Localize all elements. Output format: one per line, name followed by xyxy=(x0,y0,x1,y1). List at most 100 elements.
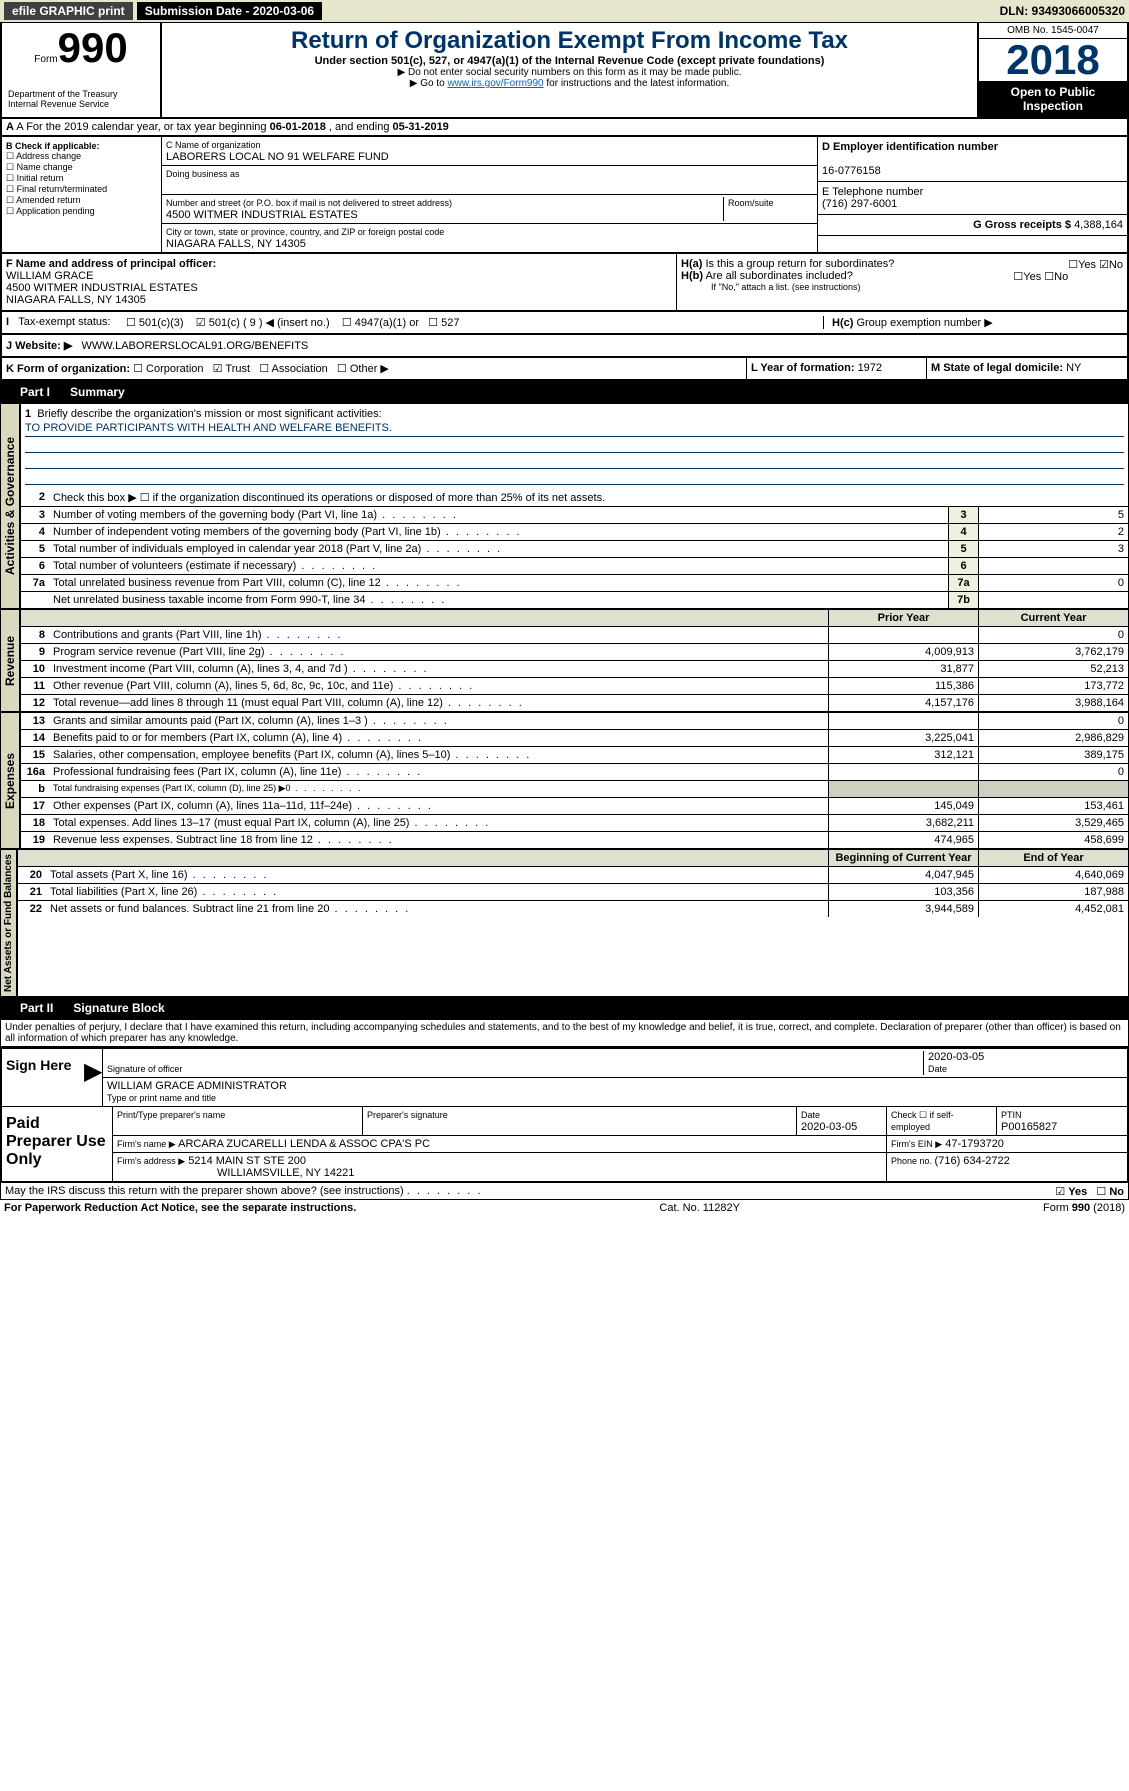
exp-line: 17Other expenses (Part IX, column (A), l… xyxy=(21,798,1128,815)
main-info-grid: B Check if applicable: ☐ Address change … xyxy=(0,137,1129,254)
cb-name[interactable]: ☐ Name change xyxy=(6,162,73,172)
sign-arrow-icon: ▶ xyxy=(82,1049,102,1106)
rev-line: 8Contributions and grants (Part VIII, li… xyxy=(21,627,1128,644)
netassets-section: Net Assets or Fund Balances Beginning of… xyxy=(0,849,1129,997)
rev-line: 9Program service revenue (Part VIII, lin… xyxy=(21,644,1128,661)
part1-header: Part ISummary xyxy=(0,381,1129,403)
box-f: F Name and address of principal officer:… xyxy=(2,254,677,310)
paid-label: Paid Preparer Use Only xyxy=(2,1107,112,1181)
footer: For Paperwork Reduction Act Notice, see … xyxy=(0,1200,1129,1216)
expenses-section: Expenses 13Grants and similar amounts pa… xyxy=(0,712,1129,849)
website-url[interactable]: WWW.LABORERSLOCAL91.ORG/BENEFITS xyxy=(82,340,309,352)
dln: DLN: 93493066005320 xyxy=(1000,4,1125,18)
addr-label: Number and street (or P.O. box if mail i… xyxy=(166,198,452,208)
irs-link[interactable]: www.irs.gov/Form990 xyxy=(447,78,543,89)
rev-line: 11Other revenue (Part VIII, column (A), … xyxy=(21,678,1128,695)
open-public: Open to Public Inspection xyxy=(979,81,1127,117)
gov-line: 7aTotal unrelated business revenue from … xyxy=(21,575,1128,592)
exp-line: 15Salaries, other compensation, employee… xyxy=(21,747,1128,764)
exp-line: 13Grants and similar amounts paid (Part … xyxy=(21,713,1128,730)
subtitle-2: ▶ Do not enter social security numbers o… xyxy=(166,67,973,78)
gov-line: 4Number of independent voting members of… xyxy=(21,524,1128,541)
ein: 16-0776158 xyxy=(822,165,881,177)
column-d: D Employer identification number 16-0776… xyxy=(817,137,1127,252)
gov-line: 6Total number of volunteers (estimate if… xyxy=(21,558,1128,575)
exp-line: 16aProfessional fundraising fees (Part I… xyxy=(21,764,1128,781)
header-right: OMB No. 1545-0047 2018 Open to Public In… xyxy=(977,23,1127,117)
part2-header: Part IISignature Block xyxy=(0,997,1129,1019)
telephone: (716) 297-6001 xyxy=(822,198,897,210)
governance-label: Activities & Governance xyxy=(0,403,20,609)
row-a: A A For the 2019 calendar year, or tax y… xyxy=(0,119,1129,137)
cb-address[interactable]: ☐ Address change xyxy=(6,151,81,161)
revenue-label: Revenue xyxy=(0,609,20,712)
netassets-label: Net Assets or Fund Balances xyxy=(0,849,17,997)
discuss-row: May the IRS discuss this return with the… xyxy=(0,1183,1129,1200)
room-label: Room/suite xyxy=(728,198,774,208)
subtitle-3: ▶ Go to www.irs.gov/Form990 for instruct… xyxy=(166,78,973,89)
cb-initial[interactable]: ☐ Initial return xyxy=(6,173,64,183)
cb-final[interactable]: ☐ Final return/terminated xyxy=(6,184,107,194)
org-name: LABORERS LOCAL NO 91 WELFARE FUND xyxy=(166,151,389,163)
firm-name: ARCARA ZUCARELLI LENDA & ASSOC CPA'S PC xyxy=(178,1138,430,1150)
tax-status-row: I Tax-exempt status: ☐ 501(c)(3) ☑ 501(c… xyxy=(0,312,1129,335)
submission-date: Submission Date - 2020-03-06 xyxy=(137,2,322,20)
header-center: Return of Organization Exempt From Incom… xyxy=(162,23,977,117)
tel-label: E Telephone number xyxy=(822,186,923,198)
footer-left: For Paperwork Reduction Act Notice, see … xyxy=(4,1202,356,1214)
revenue-section: Revenue Prior YearCurrent Year 8Contribu… xyxy=(0,609,1129,712)
cb-amended[interactable]: ☐ Amended return xyxy=(6,195,81,205)
ein-label: D Employer identification number xyxy=(822,141,998,153)
footer-right: Form 990 (2018) xyxy=(1043,1202,1125,1214)
box-m: M State of legal domicile: NY xyxy=(927,358,1127,379)
exp-line: 18Total expenses. Add lines 13–17 (must … xyxy=(21,815,1128,832)
name-label: C Name of organization xyxy=(166,140,261,150)
officer-print-name: WILLIAM GRACE ADMINISTRATOR xyxy=(107,1080,287,1092)
klm-row: K Form of organization: ☐ Corporation ☑ … xyxy=(0,358,1129,381)
signature-section: Sign Here ▶ Signature of officer 2020-03… xyxy=(0,1047,1129,1183)
dba-label: Doing business as xyxy=(166,169,240,179)
gross-label: G Gross receipts $ xyxy=(973,219,1074,231)
sign-here-label: Sign Here xyxy=(2,1049,82,1106)
top-bar: efile GRAPHIC print Submission Date - 20… xyxy=(0,0,1129,23)
mission-text: TO PROVIDE PARTICIPANTS WITH HEALTH AND … xyxy=(25,420,1124,437)
column-b: B Check if applicable: ☐ Address change … xyxy=(2,137,162,252)
officer-addr2: NIAGARA FALLS, NY 14305 xyxy=(6,294,146,306)
governance-section: Activities & Governance 1 Briefly descri… xyxy=(0,403,1129,609)
form-title: Return of Organization Exempt From Incom… xyxy=(166,27,973,55)
gov-line: 5Total number of individuals employed in… xyxy=(21,541,1128,558)
tax-year: 2018 xyxy=(979,39,1127,81)
gross-receipts: 4,388,164 xyxy=(1074,219,1123,231)
perjury-text: Under penalties of perjury, I declare th… xyxy=(0,1019,1129,1047)
net-line: 21Total liabilities (Part X, line 26)103… xyxy=(18,884,1128,901)
footer-mid: Cat. No. 11282Y xyxy=(659,1202,740,1214)
gov-line: Net unrelated business taxable income fr… xyxy=(21,592,1128,608)
street-addr: 4500 WITMER INDUSTRIAL ESTATES xyxy=(166,209,358,221)
form-word: Form xyxy=(34,54,57,65)
net-line: 20Total assets (Part X, line 16)4,047,94… xyxy=(18,867,1128,884)
exp-line: bTotal fundraising expenses (Part IX, co… xyxy=(21,781,1128,798)
form-header: Form990 Department of the TreasuryIntern… xyxy=(0,23,1129,119)
dept-label: Department of the TreasuryInternal Reven… xyxy=(6,87,156,111)
box-h: H(a) Is this a group return for subordin… xyxy=(677,254,1127,310)
exp-line: 19Revenue less expenses. Subtract line 1… xyxy=(21,832,1128,848)
paid-preparer: Paid Preparer Use Only Print/Type prepar… xyxy=(2,1107,1127,1181)
subtitle-1: Under section 501(c), 527, or 4947(a)(1)… xyxy=(166,55,973,67)
officer-name: WILLIAM GRACE xyxy=(6,270,93,282)
gov-line: 3Number of voting members of the governi… xyxy=(21,507,1128,524)
exp-line: 14Benefits paid to or for members (Part … xyxy=(21,730,1128,747)
column-c: C Name of organization LABORERS LOCAL NO… xyxy=(162,137,817,252)
rev-line: 10Investment income (Part VIII, column (… xyxy=(21,661,1128,678)
cb-app[interactable]: ☐ Application pending xyxy=(6,206,95,216)
expenses-label: Expenses xyxy=(0,712,20,849)
form-number-box: Form990 Department of the TreasuryIntern… xyxy=(2,23,162,117)
net-line: 22Net assets or fund balances. Subtract … xyxy=(18,901,1128,917)
city-label: City or town, state or province, country… xyxy=(166,227,444,237)
box-k: K Form of organization: ☐ Corporation ☑ … xyxy=(2,358,747,379)
row-fh: F Name and address of principal officer:… xyxy=(0,254,1129,312)
officer-addr1: 4500 WITMER INDUSTRIAL ESTATES xyxy=(6,282,198,294)
website-row: J Website: ▶ WWW.LABORERSLOCAL91.ORG/BEN… xyxy=(0,335,1129,358)
form-number: 990 xyxy=(58,24,128,71)
efile-button[interactable]: efile GRAPHIC print xyxy=(4,2,133,20)
city-state: NIAGARA FALLS, NY 14305 xyxy=(166,238,306,250)
